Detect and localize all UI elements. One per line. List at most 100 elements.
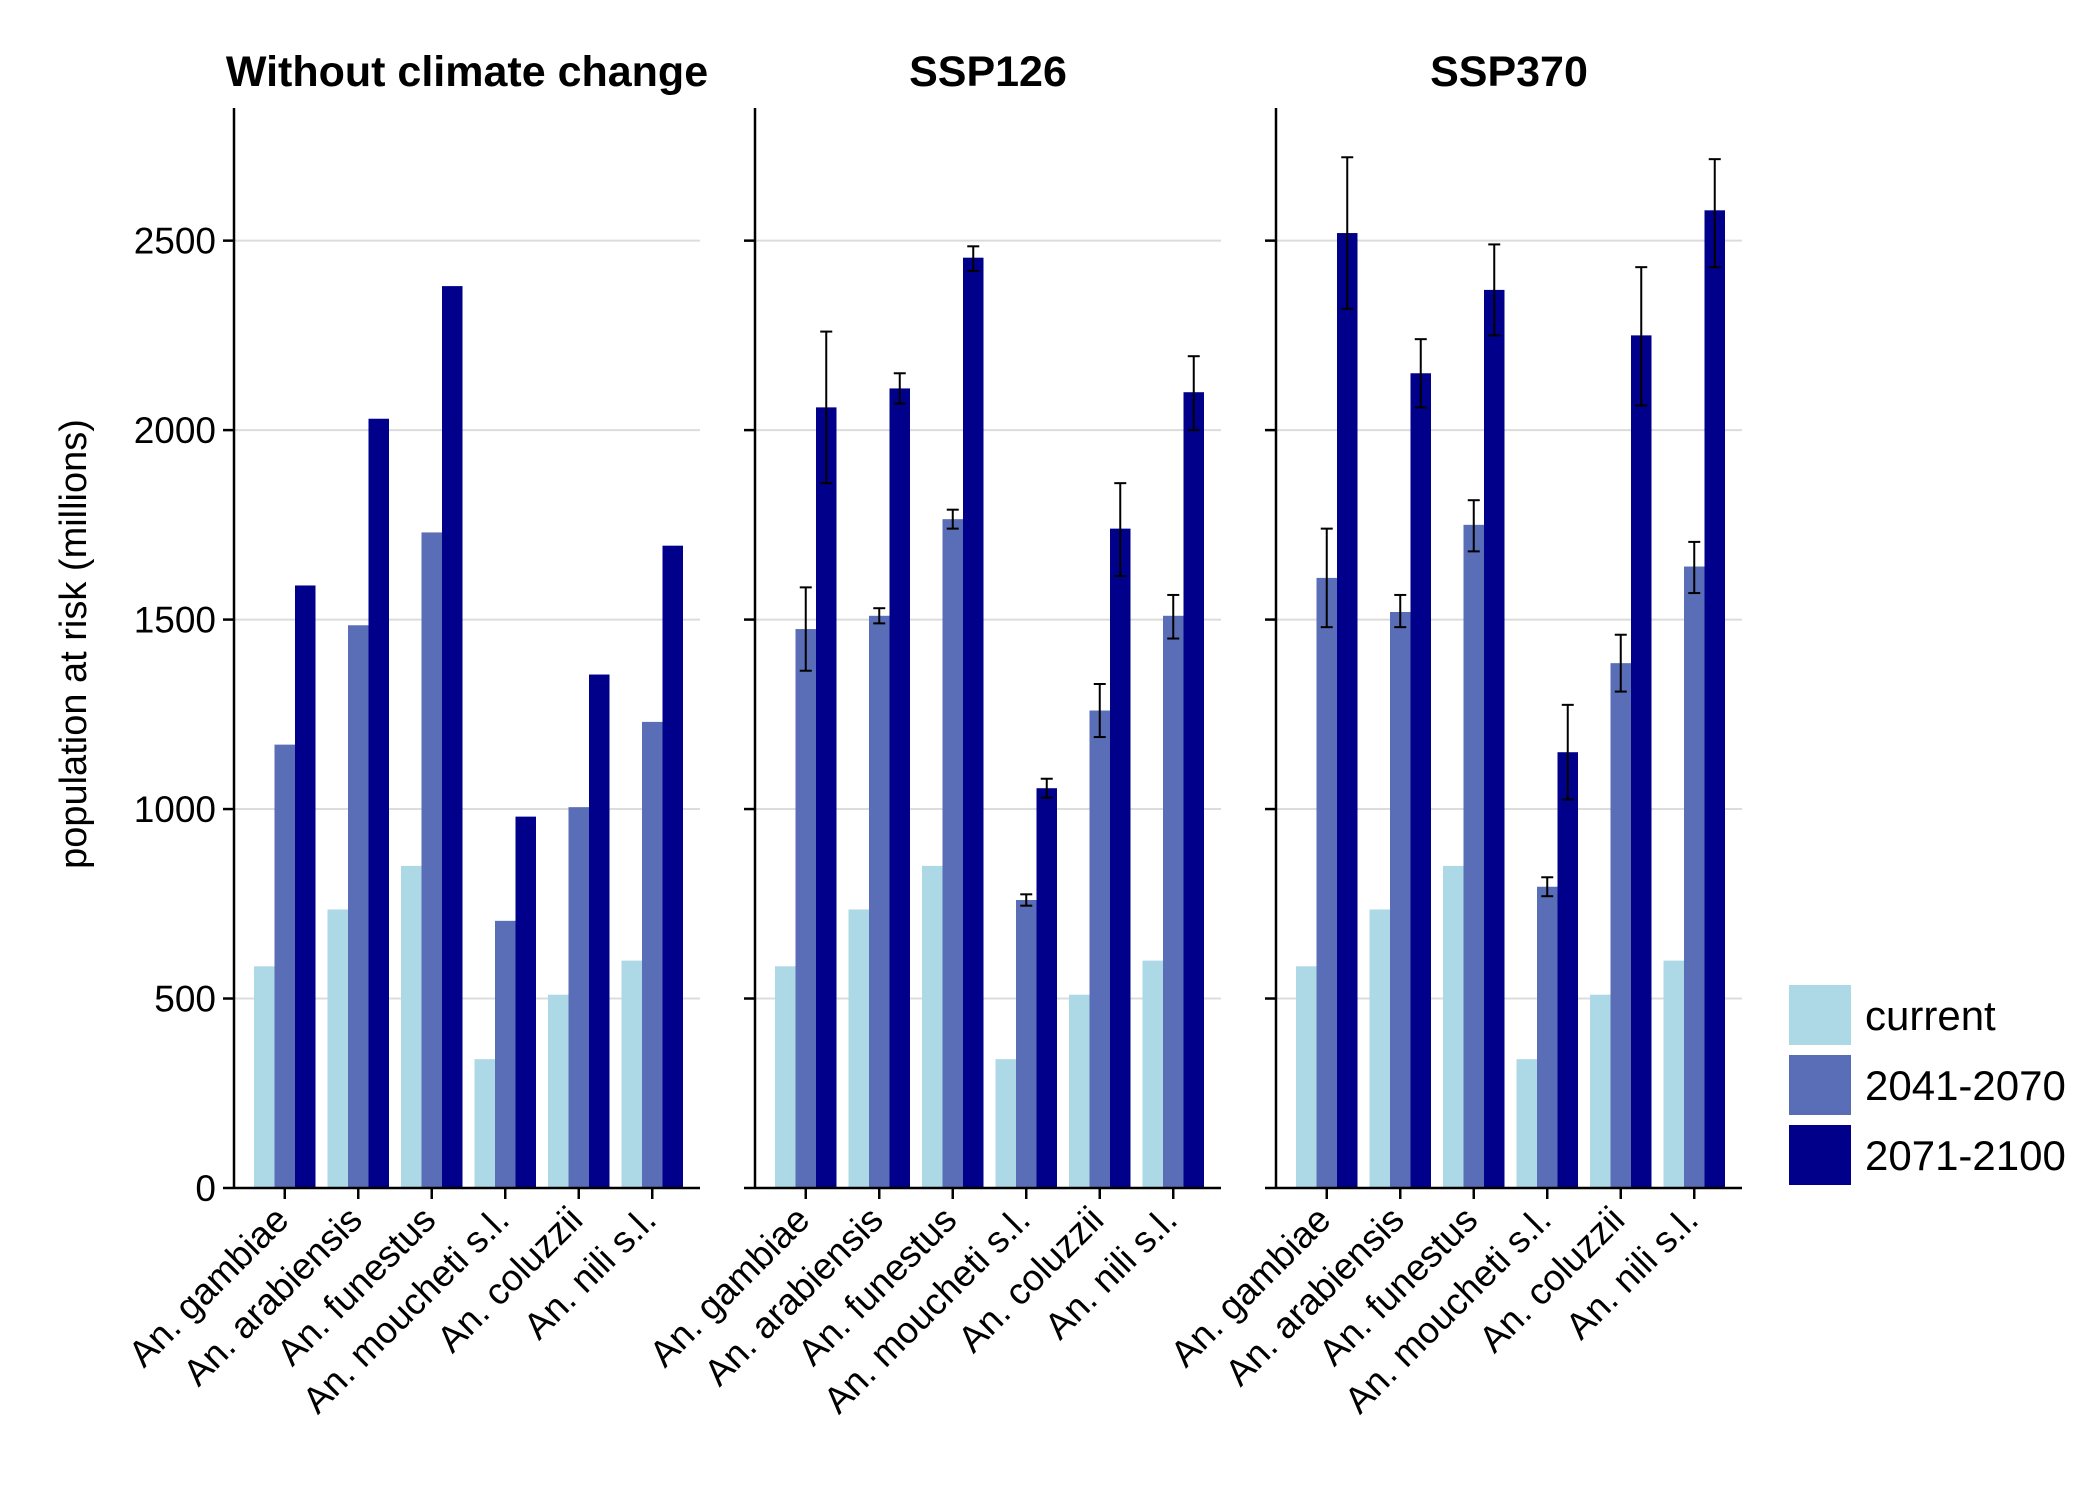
error-bar-3-3-2 xyxy=(1467,499,1480,553)
bar-1-2-1 xyxy=(327,909,348,1188)
bar-3-5-2 xyxy=(1610,663,1631,1188)
bar-3-1-1 xyxy=(1296,966,1317,1188)
error-bar-3-6-2 xyxy=(1688,540,1701,595)
bar-1-1-1 xyxy=(254,966,275,1188)
legend: current 2041-2070 2071-2100 xyxy=(1789,985,2066,1185)
error-bar-3-3-3 xyxy=(1488,243,1501,337)
bar-2-2-1 xyxy=(848,909,869,1188)
legend-label: 2071-2100 xyxy=(1865,1132,2066,1179)
bar-1-3-2 xyxy=(421,532,442,1188)
bar-3-3-1 xyxy=(1443,865,1464,1188)
error-bar-2-2-3 xyxy=(893,372,906,405)
bar-2-5-2 xyxy=(1089,710,1110,1188)
bar-2-6-3 xyxy=(1183,392,1204,1188)
error-bar-3-5-3 xyxy=(1635,266,1648,407)
bar-1-5-2 xyxy=(568,807,589,1188)
panel-title: SSP126 xyxy=(909,48,1067,96)
bar-3-5-1 xyxy=(1590,994,1611,1188)
bar-2-4-2 xyxy=(1016,900,1037,1188)
error-bar-3-5-2 xyxy=(1614,633,1627,693)
bar-3-6-1 xyxy=(1663,960,1684,1188)
error-bar-2-5-3 xyxy=(1114,482,1127,577)
bar-2-4-3 xyxy=(1036,788,1057,1188)
y-tick-label: 500 xyxy=(154,979,216,1020)
bar-2-1-1 xyxy=(775,966,796,1188)
legend-label: 2041-2070 xyxy=(1865,1062,2066,1109)
error-bar-3-6-3 xyxy=(1708,158,1721,269)
panel-title: SSP370 xyxy=(1430,48,1588,96)
bar-2-2-2 xyxy=(869,615,890,1188)
legend-key xyxy=(1789,1055,1851,1115)
error-bar-2-3-3 xyxy=(967,245,980,272)
bar-1-3-3 xyxy=(442,286,463,1189)
bar-1-3-1 xyxy=(401,865,422,1188)
legend-item-2: 2041-2070 xyxy=(1789,1055,2066,1115)
legend-item-3: 2071-2100 xyxy=(1789,1125,2066,1185)
bar-2-3-3 xyxy=(963,257,984,1188)
bar-3-6-3 xyxy=(1704,210,1725,1188)
bar-1-6-3 xyxy=(662,545,683,1188)
bar-1-2-3 xyxy=(368,418,389,1189)
legend-label: current xyxy=(1865,992,1996,1039)
bar-3-4-2 xyxy=(1537,886,1558,1188)
y-tick-label: 0 xyxy=(195,1168,216,1209)
bar-3-6-2 xyxy=(1684,566,1705,1188)
y-tick-label: 2000 xyxy=(134,410,216,451)
y-tick-label: 1500 xyxy=(134,600,216,641)
bar-1-1-2 xyxy=(274,744,295,1188)
error-bar-2-4-3 xyxy=(1040,777,1053,799)
bar-1-6-2 xyxy=(642,721,663,1188)
bar-1-6-1 xyxy=(621,960,642,1188)
bar-1-4-1 xyxy=(474,1059,495,1188)
error-bar-2-3-2 xyxy=(946,508,959,530)
y-axis-title: population at risk (millions) xyxy=(53,419,95,869)
bar-3-1-2 xyxy=(1316,577,1337,1188)
error-bar-2-6-2 xyxy=(1167,593,1180,640)
bar-3-3-3 xyxy=(1484,289,1505,1188)
error-bar-2-1-3 xyxy=(820,330,833,485)
error-bar-3-4-2 xyxy=(1541,876,1554,898)
error-bar-3-1-3 xyxy=(1341,156,1354,310)
y-tick-label: 1000 xyxy=(134,789,216,830)
bar-3-2-2 xyxy=(1390,612,1411,1188)
bar-3-2-3 xyxy=(1410,373,1431,1188)
bar-2-1-3 xyxy=(816,407,837,1188)
panel-title: Without climate change xyxy=(226,48,708,96)
bar-3-2-1 xyxy=(1369,909,1390,1188)
bar-3-4-3 xyxy=(1557,752,1578,1188)
bar-2-6-1 xyxy=(1142,960,1163,1188)
error-bar-2-2-2 xyxy=(873,607,886,625)
bar-1-2-2 xyxy=(348,625,369,1188)
bar-1-4-3 xyxy=(515,816,536,1188)
bar-2-3-2 xyxy=(942,519,963,1188)
y-tick-label: 2500 xyxy=(134,221,216,262)
bar-2-6-2 xyxy=(1163,615,1184,1188)
error-bar-3-1-2 xyxy=(1320,527,1333,629)
error-bar-2-1-2 xyxy=(799,586,812,672)
bar-3-1-3 xyxy=(1337,233,1358,1189)
bar-3-5-3 xyxy=(1631,335,1652,1188)
bar-3-4-1 xyxy=(1516,1059,1537,1188)
bar-2-2-3 xyxy=(889,388,910,1189)
bar-2-5-1 xyxy=(1069,994,1090,1188)
error-bar-3-2-2 xyxy=(1394,593,1407,629)
legend-key xyxy=(1789,985,1851,1045)
error-bar-2-6-3 xyxy=(1187,355,1200,432)
bar-2-1-2 xyxy=(795,629,816,1188)
error-bar-2-5-2 xyxy=(1093,683,1106,739)
bar-1-1-3 xyxy=(295,585,316,1188)
legend-item-1: current xyxy=(1789,985,1996,1045)
error-bar-2-4-2 xyxy=(1020,893,1033,907)
bar-2-4-1 xyxy=(995,1059,1016,1188)
bar-1-5-1 xyxy=(548,994,569,1188)
error-bar-3-4-3 xyxy=(1561,703,1574,801)
bar-1-4-2 xyxy=(495,920,516,1188)
bar-3-3-2 xyxy=(1463,524,1484,1188)
error-bar-3-2-3 xyxy=(1414,338,1427,409)
bar-2-5-3 xyxy=(1110,528,1131,1188)
